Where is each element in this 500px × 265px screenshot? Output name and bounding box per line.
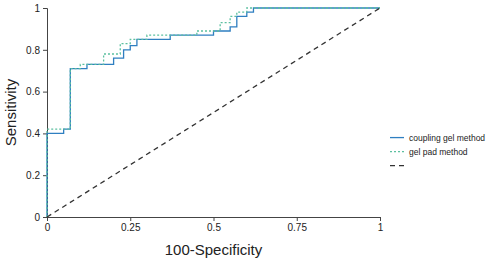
- tick: 0.4: [26, 128, 47, 139]
- tick-mark: [43, 50, 47, 51]
- tick-mark: [43, 217, 47, 218]
- tick: 0.25: [121, 217, 141, 233]
- legend: coupling gel method gel pad method: [390, 133, 485, 166]
- series-line: [47, 8, 380, 217]
- y-axis: 0 0.2 0.4 0.6 0.8 1: [26, 3, 47, 223]
- tick-mark: [43, 8, 47, 9]
- tick-mark: [214, 217, 215, 221]
- tick-label: 0.4: [26, 128, 40, 139]
- series-line: [47, 8, 380, 217]
- tick: 0.8: [26, 45, 47, 56]
- series-group: [47, 8, 380, 217]
- tick-mark: [297, 217, 298, 221]
- tick-label: 1: [378, 222, 384, 233]
- tick-mark: [380, 217, 381, 221]
- tick-mark: [130, 217, 131, 221]
- tick-label: 0.75: [288, 222, 308, 233]
- x-axis: 0 0.25 0.5 0.75 1: [45, 217, 384, 233]
- legend-swatch: [390, 165, 404, 166]
- legend-item: coupling gel method: [390, 133, 485, 143]
- tick: 0.5: [207, 217, 221, 233]
- axis-line: [48, 218, 381, 222]
- tick-label: 0.2: [26, 170, 40, 181]
- tick-label: 0: [45, 222, 51, 233]
- legend-label: coupling gel method: [409, 133, 485, 143]
- tick-label: 0: [34, 212, 40, 223]
- tick: 0.2: [26, 170, 47, 181]
- tick-label: 0.6: [26, 86, 40, 97]
- chart: 0 0.25 0.5 0.75 1 0 0.2 0.4 0.6 0.8 1 100-Specifici…: [0, 0, 500, 265]
- tick: 1: [378, 217, 384, 233]
- x-axis-title: 100-Specificity: [165, 241, 263, 258]
- tick-label: 1: [34, 3, 40, 14]
- tick-label: 0.5: [207, 222, 221, 233]
- tick-mark: [43, 92, 47, 93]
- tick: 0: [45, 217, 51, 233]
- series-line: [47, 8, 380, 217]
- legend-label: gel pad method: [409, 147, 468, 157]
- tick-label: 0.8: [26, 45, 40, 56]
- legend-item: gel pad method: [390, 147, 468, 157]
- tick: 0.6: [26, 86, 47, 97]
- tick-label: 0.25: [121, 222, 141, 233]
- legend-swatch: [390, 151, 404, 152]
- legend-swatch: [390, 137, 404, 138]
- tick: 0.75: [288, 217, 308, 233]
- y-axis-title: Sensitivity: [2, 78, 19, 146]
- tick: 1: [34, 3, 47, 14]
- plot: 0 0.25 0.5 0.75 1 0 0.2 0.4 0.6 0.8 1: [26, 3, 384, 233]
- tick: 0: [34, 212, 47, 223]
- legend-item: [390, 165, 404, 166]
